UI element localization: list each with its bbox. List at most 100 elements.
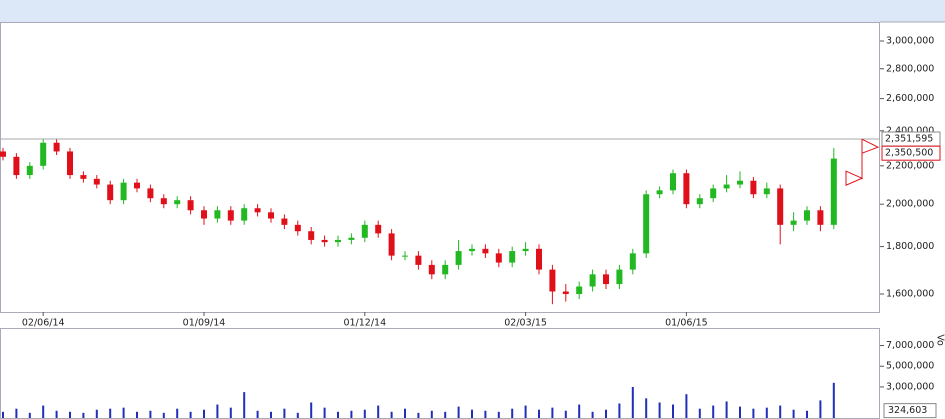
volume-tick-label: 7,000,000 xyxy=(886,340,934,351)
candle-body xyxy=(227,210,234,221)
candle-body xyxy=(777,188,784,225)
volume-bar xyxy=(243,392,246,418)
volume-bar xyxy=(162,412,165,418)
volume-bar xyxy=(725,401,728,418)
volume-bar xyxy=(645,398,648,418)
candle-body xyxy=(187,200,194,211)
volume-bar xyxy=(28,412,31,418)
candle-body xyxy=(428,264,435,275)
candle-body xyxy=(536,248,542,270)
volume-axis-label: Vo xyxy=(935,334,945,346)
candle-body xyxy=(160,198,167,205)
volume-last-box xyxy=(883,403,937,419)
candle-body xyxy=(549,269,556,292)
x-tick-label: 01/12/14 xyxy=(343,318,386,329)
volume-bar xyxy=(551,407,554,418)
candle-body xyxy=(214,210,221,219)
candle-body xyxy=(294,224,301,232)
volume-bar xyxy=(430,410,433,418)
volume-panel xyxy=(0,328,880,419)
toolbar-strip xyxy=(0,0,945,22)
volume-bar xyxy=(296,412,299,418)
volume-bar xyxy=(605,409,607,418)
candle-body xyxy=(790,220,797,225)
candle-body xyxy=(696,198,703,205)
volume-bar xyxy=(377,405,380,418)
candle-body xyxy=(134,182,140,189)
y-tick-label: 2,600,000 xyxy=(886,93,934,104)
volume-bar xyxy=(564,410,567,418)
candle-body xyxy=(26,165,33,176)
volume-bar xyxy=(270,411,272,418)
candle-body xyxy=(388,233,395,256)
volume-bar xyxy=(337,411,339,418)
candle-body xyxy=(683,173,690,205)
candle-body xyxy=(402,255,408,257)
volume-bar xyxy=(390,411,393,418)
volume-bar xyxy=(189,411,192,418)
volume-bar xyxy=(471,409,473,418)
candle-body xyxy=(67,151,73,176)
candle-body xyxy=(522,248,529,252)
candle-body xyxy=(40,142,47,166)
volume-bar xyxy=(417,412,420,418)
volume-bar xyxy=(685,394,688,418)
y-tick-label: 1,600,000 xyxy=(886,288,934,299)
candle-body xyxy=(93,178,100,185)
candle-body xyxy=(750,180,757,195)
candle-body xyxy=(629,253,636,270)
volume-bar xyxy=(444,411,447,418)
candle-body xyxy=(53,142,60,152)
candle-body xyxy=(455,251,462,265)
volume-bar xyxy=(631,386,634,418)
volume-bar xyxy=(2,411,4,418)
candle-body xyxy=(0,151,6,157)
volume-bar xyxy=(524,405,527,418)
candle-body xyxy=(120,182,127,201)
volume-bar xyxy=(82,412,85,418)
candle-body xyxy=(723,184,730,189)
candle-body xyxy=(643,194,650,254)
volume-bar xyxy=(122,407,125,418)
volume-bar xyxy=(497,411,500,418)
candle-body xyxy=(804,210,810,221)
candle-body xyxy=(308,231,315,240)
volume-bar xyxy=(216,404,219,418)
candle-body xyxy=(670,173,676,191)
candle-body xyxy=(174,200,181,205)
candle-body xyxy=(147,188,154,199)
volume-bar xyxy=(484,410,487,418)
marker-flag xyxy=(845,138,880,186)
candle-body xyxy=(361,224,368,238)
candle-body xyxy=(80,175,87,179)
candle-body xyxy=(509,251,516,263)
volume-tick-label: 5,000,000 xyxy=(886,361,934,372)
volume-bar xyxy=(15,408,18,418)
marker-label-box xyxy=(881,145,941,161)
volume-bar xyxy=(658,402,661,418)
price-panel xyxy=(0,22,880,313)
candle-body xyxy=(335,239,341,243)
volume-bar xyxy=(672,404,674,418)
volume-bar xyxy=(765,407,768,418)
volume-bar xyxy=(832,382,835,418)
candle-body xyxy=(348,237,355,240)
reference-label: 2,351,595 xyxy=(885,134,933,145)
candle-body xyxy=(415,255,422,265)
volume-bar xyxy=(363,409,366,418)
volume-bar xyxy=(698,408,701,418)
candle-body xyxy=(656,190,663,195)
candle-body xyxy=(817,210,824,225)
candle-body xyxy=(763,188,770,195)
volume-bar xyxy=(203,409,205,418)
candle-body xyxy=(321,239,328,243)
candle-body xyxy=(710,188,717,199)
y-tick-label: 1,800,000 xyxy=(886,241,934,252)
volume-bar xyxy=(578,404,581,418)
volume-bar xyxy=(511,408,514,418)
y-tick-label: 2,400,000 xyxy=(886,125,934,136)
volume-bar xyxy=(283,408,286,418)
y-tick-label: 2,000,000 xyxy=(886,199,934,210)
candle-body xyxy=(281,218,288,225)
